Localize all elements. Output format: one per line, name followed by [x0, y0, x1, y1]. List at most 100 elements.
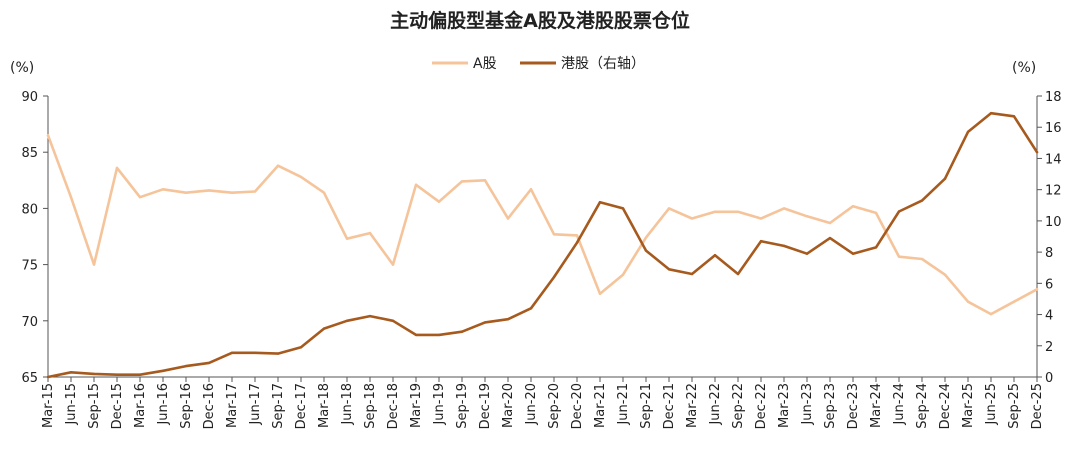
- left-y-axis-ticks: 65 70 75 80 85 90: [21, 90, 48, 386]
- data-point-a-share: [92, 263, 96, 266]
- data-point-hk-share: [92, 372, 96, 376]
- data-point-hk-share: [276, 352, 280, 355]
- data-point-a-share: [276, 164, 280, 167]
- right-tick-label: 16: [1045, 121, 1062, 136]
- data-point-hk-share: [943, 177, 947, 180]
- data-point-a-share: [69, 196, 73, 199]
- data-point-hk-share: [782, 244, 786, 248]
- data-point-a-share: [138, 196, 142, 199]
- left-axis-unit: (%): [10, 60, 34, 76]
- data-point-hk-share: [1012, 115, 1016, 118]
- x-tick-label: Sep-21: [639, 383, 654, 429]
- data-point-hk-share: [552, 275, 556, 279]
- data-point-hk-share: [736, 272, 740, 276]
- x-tick-label: Sep-25: [1007, 383, 1022, 429]
- data-point-a-share: [920, 257, 924, 261]
- x-tick-label: Jun-21: [616, 383, 631, 426]
- data-point-hk-share: [529, 307, 533, 310]
- left-tick-label: 75: [21, 259, 38, 274]
- data-point-a-share: [874, 211, 878, 215]
- data-point-hk-share: [437, 333, 441, 337]
- x-axis-ticks: Mar-15 Jun-15 Sep-15 Dec-15 Mar-16 Jun-16 Sep-…: [41, 377, 1045, 429]
- x-tick-label: Dec-21: [662, 383, 677, 429]
- x-tick-label: Jun-25: [984, 383, 999, 426]
- data-point-a-share: [851, 205, 855, 208]
- data-point-hk-share: [621, 207, 625, 210]
- data-point-a-share: [414, 183, 418, 186]
- data-point-hk-share: [874, 246, 878, 249]
- series-line-hk-share: [46, 111, 1039, 379]
- x-tick-label: Mar-19: [409, 383, 424, 428]
- data-point-a-share: [115, 166, 119, 170]
- left-tick-label: 90: [21, 90, 38, 105]
- legend-label-a-share: A股: [473, 56, 497, 72]
- data-point-hk-share: [805, 252, 809, 255]
- right-tick-label: 8: [1045, 246, 1053, 261]
- right-tick-label: 4: [1045, 309, 1053, 324]
- data-point-hk-share: [460, 330, 464, 333]
- data-point-a-share: [736, 210, 740, 213]
- axes: [47, 96, 1038, 378]
- right-tick-label: 2: [1045, 340, 1053, 355]
- x-tick-label: Mar-24: [869, 383, 884, 428]
- x-tick-label: Dec-18: [386, 383, 401, 429]
- x-tick-label: Sep-18: [363, 383, 378, 429]
- data-point-hk-share: [253, 351, 257, 354]
- data-point-a-share: [161, 188, 165, 191]
- right-y-axis-ticks: 0 2 4 6 8 10 12 14 16 18: [1037, 90, 1062, 386]
- x-tick-label: Sep-15: [87, 383, 102, 429]
- x-tick-label: Mar-23: [777, 383, 792, 428]
- data-point-hk-share: [575, 241, 579, 244]
- right-tick-label: 0: [1045, 371, 1053, 386]
- data-point-hk-share: [644, 249, 648, 252]
- data-point-a-share: [460, 180, 464, 183]
- data-point-a-share: [759, 217, 763, 220]
- data-point-a-share: [207, 189, 211, 192]
- series-lines: [46, 111, 1039, 379]
- data-point-a-share: [690, 217, 694, 220]
- data-point-hk-share: [322, 327, 326, 330]
- x-tick-label: Sep-19: [455, 383, 470, 429]
- x-tick-label: Dec-17: [294, 383, 309, 429]
- data-point-hk-share: [230, 351, 234, 354]
- right-tick-label: 12: [1045, 184, 1062, 199]
- data-point-a-share: [230, 191, 234, 194]
- data-point-hk-share: [506, 318, 510, 321]
- x-tick-label: Mar-22: [685, 383, 700, 428]
- x-tick-label: Mar-15: [41, 383, 56, 428]
- data-point-a-share: [598, 292, 602, 295]
- x-tick-label: Sep-23: [823, 383, 838, 429]
- left-tick-label: 85: [21, 146, 38, 161]
- x-tick-label: Mar-18: [317, 383, 332, 428]
- data-point-a-share: [552, 233, 556, 236]
- data-point-hk-share: [161, 369, 165, 372]
- data-point-a-share: [989, 312, 993, 316]
- data-point-a-share: [529, 188, 533, 191]
- data-point-a-share: [322, 191, 326, 194]
- x-tick-label: Dec-16: [202, 383, 217, 429]
- data-point-hk-share: [69, 371, 73, 374]
- data-point-a-share: [391, 263, 395, 266]
- x-tick-label: Sep-20: [547, 383, 562, 429]
- data-point-a-share: [368, 231, 372, 235]
- x-tick-label: Jun-23: [800, 383, 815, 426]
- legend-label-hk-share: 港股（右轴）: [561, 56, 645, 72]
- data-point-a-share: [897, 255, 901, 258]
- data-point-a-share: [1035, 288, 1039, 291]
- data-point-a-share: [437, 200, 441, 203]
- data-point-hk-share: [713, 254, 717, 257]
- right-tick-label: 18: [1045, 90, 1062, 105]
- x-tick-label: Jun-22: [708, 383, 723, 426]
- x-tick-label: Jun-17: [248, 383, 263, 426]
- x-tick-label: Dec-23: [846, 383, 861, 429]
- chart-title: 主动偏股型基金A股及港股股票仓位: [390, 9, 690, 32]
- data-point-hk-share: [115, 373, 119, 376]
- data-point-a-share: [299, 175, 303, 179]
- right-tick-label: 10: [1045, 215, 1062, 230]
- data-point-a-share: [621, 273, 625, 276]
- left-tick-label: 65: [21, 371, 38, 386]
- data-point-a-share: [943, 273, 947, 276]
- x-tick-label: Mar-17: [225, 383, 240, 428]
- data-point-hk-share: [759, 240, 763, 243]
